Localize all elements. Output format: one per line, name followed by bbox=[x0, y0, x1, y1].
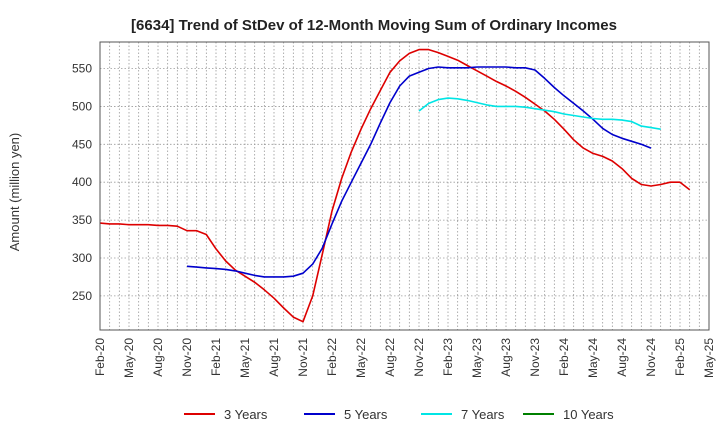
y-tick-label: 450 bbox=[72, 137, 92, 151]
x-tick-label: Aug-24 bbox=[615, 338, 629, 377]
x-tick-label: Aug-20 bbox=[151, 338, 165, 377]
x-tick-label: Aug-22 bbox=[383, 338, 397, 377]
y-tick-label: 250 bbox=[72, 289, 92, 303]
x-tick-label: Nov-20 bbox=[180, 338, 194, 377]
series-line-5-years bbox=[186, 66, 652, 278]
legend-label-5-years: 5 Years bbox=[344, 407, 388, 422]
x-tick-label: Aug-21 bbox=[267, 338, 281, 377]
y-tick-label: 500 bbox=[72, 99, 92, 113]
x-tick-label: May-24 bbox=[586, 338, 600, 378]
x-tick-label: Feb-20 bbox=[93, 338, 107, 376]
y-tick-label: 350 bbox=[72, 213, 92, 227]
grid-layer bbox=[100, 42, 709, 330]
legend-label-3-years: 3 Years bbox=[224, 407, 268, 422]
x-tick-label: Aug-23 bbox=[499, 338, 513, 377]
y-tick-labels: 250 300 350 400 450 500 550 bbox=[72, 62, 92, 303]
x-tick-label: Feb-22 bbox=[325, 338, 339, 376]
legend-label-7-years: 7 Years bbox=[461, 407, 505, 422]
legend: 3 Years 5 Years 7 Years 10 Years bbox=[184, 407, 614, 422]
x-tick-label: Feb-21 bbox=[209, 338, 223, 376]
y-tick-label: 400 bbox=[72, 175, 92, 189]
y-axis-label: Amount (million yen) bbox=[7, 133, 22, 252]
y-tick-label: 300 bbox=[72, 251, 92, 265]
x-tick-label: Feb-24 bbox=[557, 338, 571, 376]
x-tick-label: Nov-24 bbox=[644, 338, 658, 377]
series-layer bbox=[99, 48, 691, 323]
chart-title: [6634] Trend of StDev of 12-Month Moving… bbox=[131, 17, 617, 34]
plot-frame bbox=[99, 41, 710, 331]
x-tick-label: May-20 bbox=[122, 338, 136, 378]
x-tick-label: May-21 bbox=[238, 338, 252, 378]
y-tick-label: 550 bbox=[72, 62, 92, 76]
x-tick-label: May-25 bbox=[702, 338, 716, 378]
x-tick-label: May-22 bbox=[354, 338, 368, 378]
x-tick-label: Nov-23 bbox=[528, 338, 542, 377]
x-tick-label: Nov-22 bbox=[412, 338, 426, 377]
x-tick-label: Nov-21 bbox=[296, 338, 310, 377]
x-tick-label: Feb-23 bbox=[441, 338, 455, 376]
x-tick-label: May-23 bbox=[470, 338, 484, 378]
legend-label-10-years: 10 Years bbox=[563, 407, 614, 422]
series-line-7-years bbox=[418, 97, 661, 130]
x-tick-label: Feb-25 bbox=[673, 338, 687, 376]
x-tick-labels: Feb-20 May-20 Aug-20 Nov-20 Feb-21 May-21 Aug-… bbox=[93, 338, 716, 378]
series-line-3-years bbox=[99, 48, 691, 323]
